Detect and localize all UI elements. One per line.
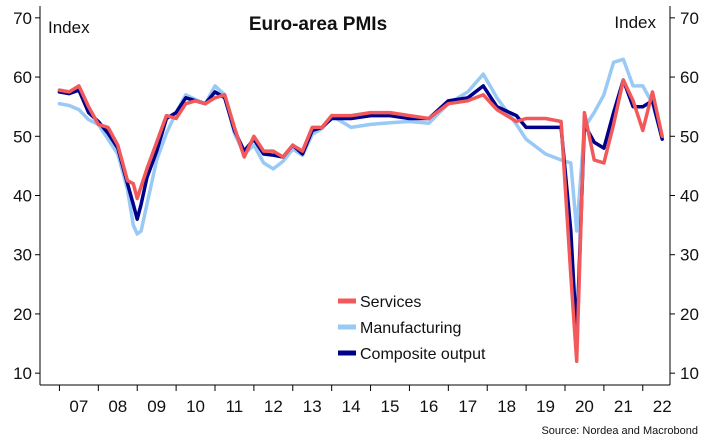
y-tick-label-right: 10 [680,364,699,383]
x-tick-label: 16 [419,397,438,416]
x-tick-label: 15 [381,397,400,416]
x-tick-label: 13 [303,397,322,416]
y-tick-label-left: 40 [13,187,32,206]
x-tick-label: 19 [536,397,555,416]
y-tick-label-right: 40 [680,187,699,206]
y-tick-label-left: 10 [13,364,32,383]
y-axis-unit-right: Index [614,13,656,32]
x-tick-label: 21 [614,397,633,416]
y-axis-unit-left: Index [48,18,90,37]
x-tick-label: 17 [458,397,477,416]
y-tick-label-right: 30 [680,246,699,265]
y-tick-label-left: 70 [13,9,32,28]
x-axis-ticks: 07 08 09 10 11 12 13 14 15 16 17 18 19 20 21 22 [58,385,672,416]
series-line-manufacturing [57,57,664,236]
y-tick-label-left: 50 [13,127,32,146]
x-tick-label: 10 [186,397,205,416]
legend-label-services: Services [360,294,421,311]
y-tick-label-right: 50 [680,127,699,146]
series-line-services [57,78,664,364]
y-axis-ticks: 10 10 20 20 30 30 40 40 50 50 60 60 70 70 [13,9,699,383]
legend: Services Manufacturing Composite output [338,294,486,363]
x-tick-label: 12 [264,397,283,416]
y-tick-label-left: 30 [13,246,32,265]
x-tick-label: 07 [69,397,88,416]
x-tick-label: 08 [108,397,127,416]
legend-label-manufacturing: Manufacturing [360,320,461,337]
legend-label-composite: Composite output [360,346,486,363]
x-tick-label: 18 [497,397,516,416]
series-lines [57,57,664,364]
x-tick-label: 20 [575,397,594,416]
y-tick-label-right: 70 [680,9,699,28]
source-note: Source: Nordea and Macrobond [541,425,698,437]
chart-title: Euro-area PMIs [249,14,387,35]
x-tick-label: 09 [147,397,166,416]
y-tick-label-left: 60 [13,68,32,87]
x-tick-label: 22 [653,397,672,416]
x-tick-label: 11 [226,397,244,416]
x-tick-label: 14 [342,397,361,416]
y-tick-label-left: 20 [13,305,32,324]
y-tick-label-right: 20 [680,305,699,324]
y-tick-label-right: 60 [680,68,699,87]
